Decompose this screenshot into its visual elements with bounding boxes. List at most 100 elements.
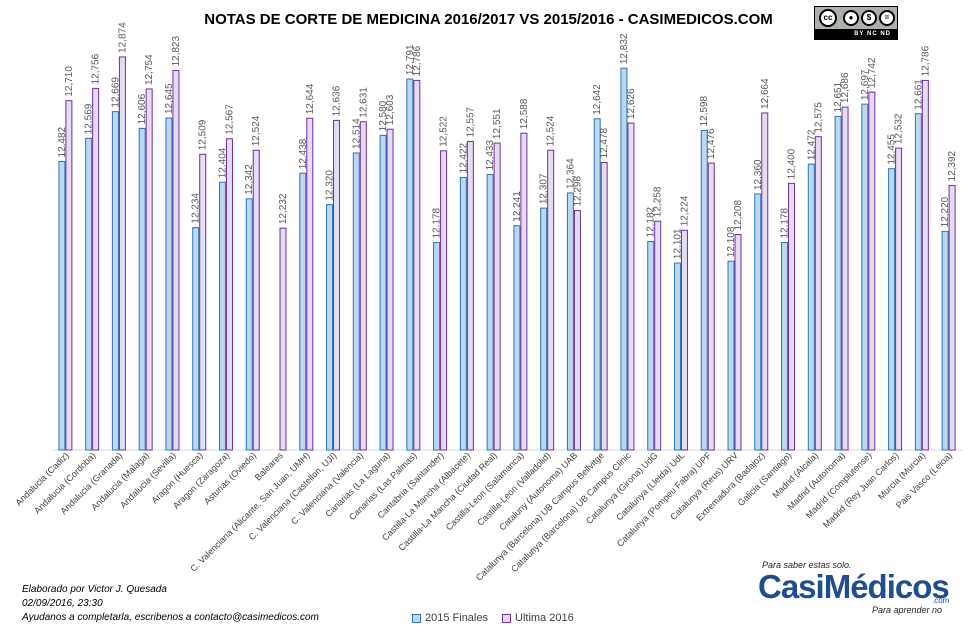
bar-2016 [172,70,180,451]
data-label: 12,588 [519,98,530,129]
data-label: 12,392 [947,150,958,181]
data-label: 12,400 [787,148,798,179]
chart-title: NOTAS DE CORTE DE MEDICINA 2016/2017 VS … [204,11,773,28]
data-label: 12,710 [64,66,75,97]
bar-2015 [673,262,681,451]
footer-date: 02/09/2016, 23:30 [22,598,103,609]
logo-wordmark: CasiMédicos [758,568,950,605]
bar-2015 [834,115,842,451]
data-label: 12,686 [840,72,851,103]
bar-2015 [647,240,655,451]
bar-2015 [58,160,66,451]
bar-2016 [734,234,742,451]
bar-2015 [486,174,494,451]
data-label: 12,661 [913,79,924,110]
category-label: Murcia (Murcia) [876,450,927,501]
bar-2016 [707,162,715,451]
data-label: 12,178 [780,208,791,239]
bar-2015 [192,227,200,451]
bar-2016 [493,142,501,451]
bar-2016 [761,112,769,451]
data-label: 12,232 [278,193,289,224]
bar-2016 [386,128,394,451]
bar-2015 [807,163,815,451]
bar-2016 [895,147,903,451]
bar-2016 [225,138,233,451]
bar-2016 [145,88,153,451]
bar-2015 [299,172,307,451]
bar-2016 [92,87,100,451]
logo-tagline-bottom: Para aprender no [872,605,943,615]
footer-contact: Ayudanos a completarla, escribenos a con… [22,612,319,623]
bar-2016 [520,132,528,451]
data-label: 12,178 [432,208,443,239]
footer-author: Elaborado por Victor J. Quesada [22,584,167,595]
bar-2016 [788,182,796,451]
legend: 2015 Finales Ultima 2016 [412,612,574,624]
data-label: 12,532 [894,113,905,144]
data-label: 12,476 [706,128,717,159]
data-label: 12,472 [806,129,817,160]
legend-swatch-2016 [502,613,511,623]
data-label: 12,404 [217,147,228,178]
data-label: 12,433 [485,140,496,171]
bar-2016 [118,56,126,451]
data-label: 12,644 [305,83,316,114]
data-label: 12,438 [298,138,309,169]
bar-2016 [466,140,474,451]
data-label: 12,874 [117,22,128,53]
bar-2015 [406,78,414,451]
noncommercial-icon: $ [861,10,877,26]
data-label: 12,603 [385,94,396,125]
bar-2016 [868,91,876,451]
data-label: 12,626 [626,88,637,119]
data-label: 12,478 [599,128,610,159]
data-label: 12,697 [860,69,871,100]
bar-2016 [814,136,822,451]
bar-2016 [413,79,421,451]
bar-2015 [781,242,789,451]
data-label: 12,524 [251,115,262,146]
creative-commons-icon: cc [819,9,837,27]
bar-2015 [540,207,548,451]
data-label: 12,754 [144,54,155,85]
bar-2015 [700,130,708,451]
data-label: 12,791 [405,44,416,75]
bar-2016 [547,149,555,451]
data-label: 12,101 [672,228,683,259]
data-label: 12,557 [465,106,476,137]
noderivatives-icon: = [879,10,895,26]
data-label: 12,575 [813,102,824,133]
bar-2016 [252,149,260,451]
bar-2015 [459,176,467,451]
bar-2015 [513,225,521,451]
bar-2016 [333,119,341,451]
bar-2015 [754,193,762,451]
bar-2015 [566,192,574,451]
data-label: 12,364 [565,158,576,189]
data-label: 12,832 [619,33,630,64]
data-label: 12,786 [920,45,931,76]
attribution-icon: ● [843,10,859,26]
bar-2015 [861,103,869,451]
bar-2016 [680,229,688,451]
data-label: 12,642 [592,84,603,115]
data-label: 12,482 [57,126,68,157]
bar-2016 [948,184,956,451]
bar-2016 [279,227,287,451]
data-label: 12,569 [84,103,95,134]
data-label: 12,651 [833,81,844,112]
bar-2015 [941,230,949,451]
data-label: 12,455 [887,134,898,165]
data-label: 12,241 [512,191,523,222]
data-label: 12,756 [91,53,102,84]
legend-swatch-2015 [412,613,421,623]
bar-2016 [199,153,207,451]
data-label: 12,509 [198,119,209,150]
data-label: 12,422 [458,142,469,173]
data-label: 12,522 [439,116,450,147]
bar-2015 [85,137,93,451]
logo-tagline-top: Para saber estas solo. [762,560,852,570]
